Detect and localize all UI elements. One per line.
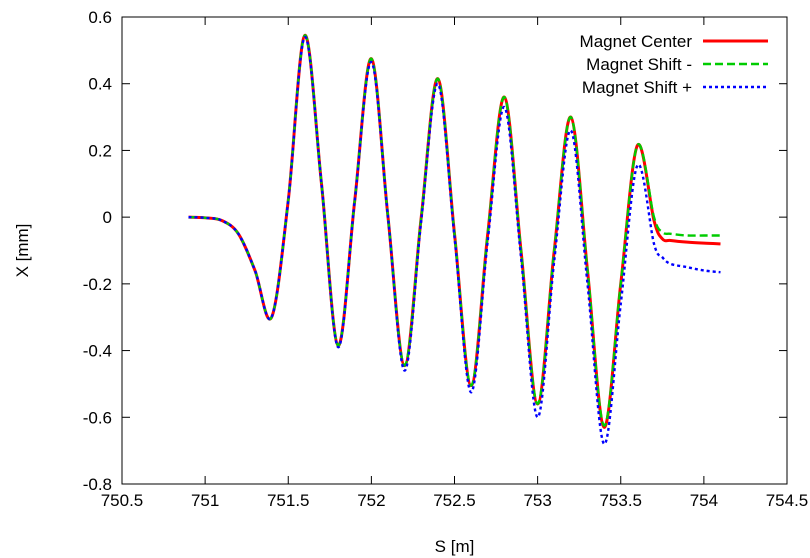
- x-tick-label: 754.5: [766, 491, 809, 510]
- legend: Magnet Center Magnet Shift - Magnet Shift …: [580, 32, 768, 97]
- y-tick-label: -0.2: [83, 275, 112, 294]
- y-axis-title: X [mm]: [13, 224, 32, 278]
- y-tick-label: 0.2: [88, 141, 112, 160]
- y-tick-label: -0.8: [83, 475, 112, 494]
- series-group: [188, 33, 721, 446]
- series-line-magnet-shift: [188, 35, 721, 446]
- x-axis-title: S [m]: [435, 537, 475, 556]
- series-line-magnet-shift: [188, 34, 721, 427]
- x-tick-label: 752.5: [433, 491, 476, 510]
- y-tick-label: -0.6: [83, 408, 112, 427]
- x-tick-label: 750.5: [101, 491, 144, 510]
- legend-label: Magnet Shift +: [582, 78, 692, 97]
- y-tick-label: 0: [103, 208, 112, 227]
- x-tick-label: 751: [191, 491, 219, 510]
- y-tick-label: 0.4: [88, 75, 112, 94]
- x-tick-label: 752: [357, 491, 385, 510]
- x-tick-label: 753: [523, 491, 551, 510]
- legend-label: Magnet Shift -: [586, 55, 692, 74]
- y-tick-label: -0.4: [83, 342, 112, 361]
- plot-frame: [121, 16, 788, 485]
- x-tick-label: 753.5: [599, 491, 642, 510]
- y-axis-tick-labels: -0.8 -0.6 -0.4 -0.2 0 0.2 0.4 0.6: [83, 8, 112, 494]
- x-axis-ticks: [121, 17, 788, 484]
- y-tick-label: 0.6: [88, 8, 112, 27]
- legend-label: Magnet Center: [580, 32, 693, 51]
- x-tick-label: 754: [690, 491, 718, 510]
- x-tick-label: 751.5: [267, 491, 310, 510]
- x-axis-tick-labels: 750.5 751 751.5 752 752.5 753 753.5 754 754.5: [101, 491, 809, 510]
